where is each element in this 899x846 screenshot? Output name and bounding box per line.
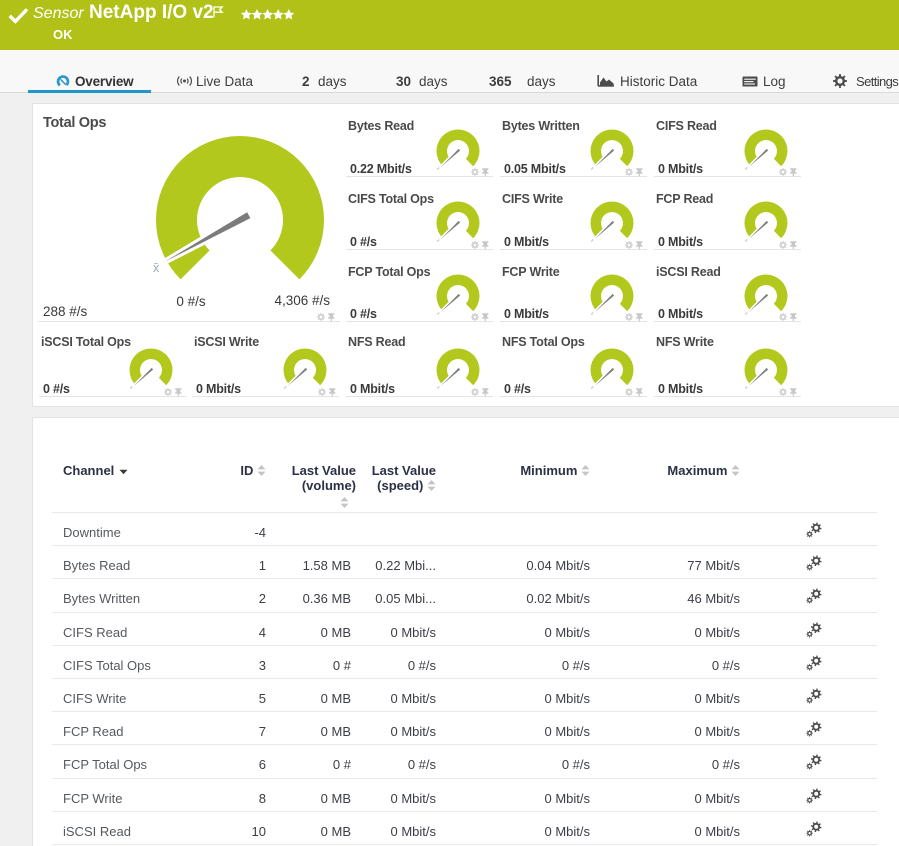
svg-text:x̄: x̄ xyxy=(153,261,160,275)
